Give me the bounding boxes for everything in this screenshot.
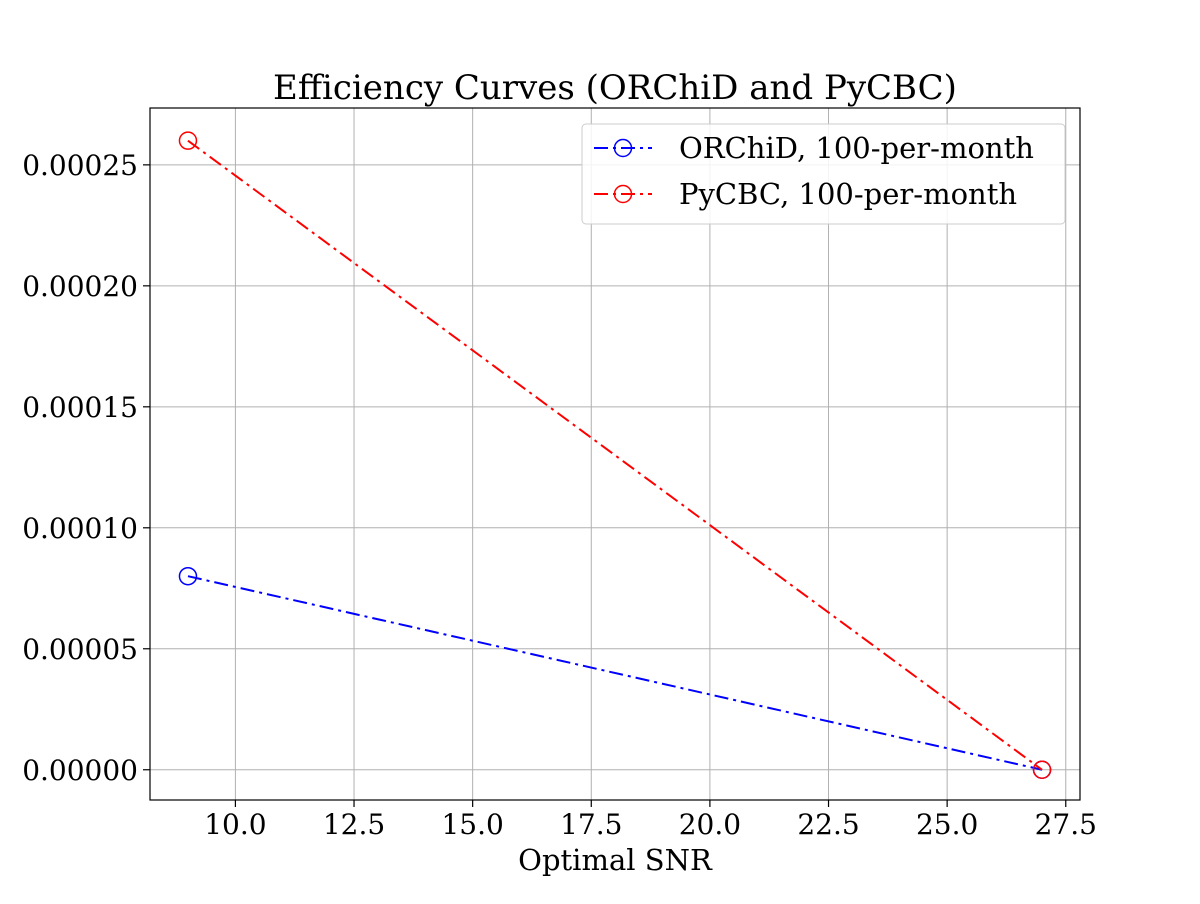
axis-ticks: 10.0 12.5 15.0 17.5 20.0 22.5 25.0 27.5 0.00000 0… <box>22 149 1097 841</box>
plot-series <box>178 131 1052 780</box>
y-tick-label: 0.00025 <box>22 149 138 182</box>
series-line-orchid <box>187 575 1043 771</box>
x-tick-label: 27.5 <box>1035 808 1097 841</box>
x-tick-label: 20.0 <box>679 808 741 841</box>
x-tick-label: 12.5 <box>323 808 385 841</box>
x-tick-label: 22.5 <box>797 808 859 841</box>
x-tick-label: 15.0 <box>441 808 503 841</box>
x-tick-label: 10.0 <box>204 808 266 841</box>
legend: ORChiD, 100-per-month PyCBC, 100-per-mont… <box>581 123 1066 225</box>
series-point-pycbc <box>1032 760 1052 780</box>
series-line-pycbc <box>187 139 1043 771</box>
legend-marker-orchid <box>613 138 633 158</box>
x-tick-label: 25.0 <box>916 808 978 841</box>
y-tick-label: 0.00010 <box>22 512 138 545</box>
plot-frame <box>149 107 1081 801</box>
legend-label-orchid: ORChiD, 100-per-month <box>679 131 1034 165</box>
legend-label-pycbc: PyCBC, 100-per-month <box>679 177 1017 211</box>
chart-title: Efficiency Curves (ORChiD and PyCBC) <box>273 68 957 108</box>
series-point-pycbc <box>178 131 198 150</box>
y-tick-label: 0.00015 <box>22 391 138 424</box>
x-axis-label: Optimal SNR <box>518 843 713 877</box>
y-tick-label: 0.00000 <box>22 754 138 787</box>
legend-box <box>581 123 1066 225</box>
series-point-orchid <box>178 566 198 586</box>
legend-marker-pycbc <box>613 184 633 204</box>
y-tick-label: 0.00020 <box>22 270 138 303</box>
y-tick-label: 0.00005 <box>22 633 138 666</box>
x-tick-label: 17.5 <box>560 808 622 841</box>
